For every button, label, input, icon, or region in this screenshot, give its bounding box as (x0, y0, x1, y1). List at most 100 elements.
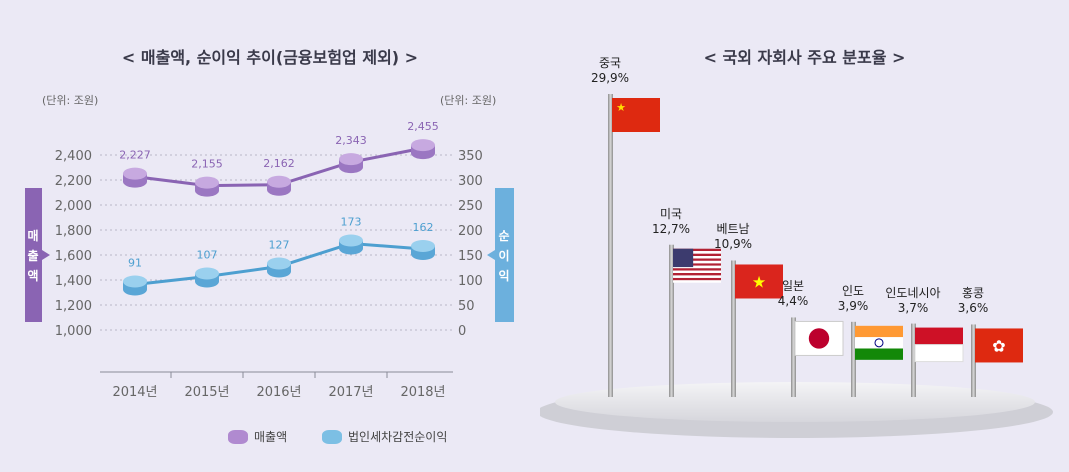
profit-coin-icon (322, 429, 342, 444)
series-0-data-label: 2,155 (191, 158, 223, 171)
country-share: 3,9% (837, 298, 869, 313)
flag-mark-0: ★ (608, 94, 660, 397)
left-tick-label: 2,000 (55, 199, 92, 214)
left-tick-label: 1,600 (55, 249, 92, 264)
series-0-data-label: 2,455 (407, 120, 439, 133)
country-share: 10,9% (713, 237, 753, 252)
left-chart-panel: < 매출액, 순이익 추이(금융보험업 제외) > (단위: 조원) (단위: … (25, 48, 514, 445)
left-chart-title: < 매출액, 순이익 추이(금융보험업 제외) > (121, 48, 419, 67)
svg-text:★: ★ (616, 101, 626, 114)
series-1-data-label: 127 (269, 239, 290, 252)
series-0-point (267, 175, 291, 196)
legend-profit: 법인세차감전순이익 (322, 428, 447, 445)
series-0-point (411, 139, 435, 160)
left-axis-char-1: 출 (27, 248, 38, 263)
flag-pole (731, 260, 736, 397)
right-tick-label: 200 (458, 224, 483, 239)
x-tick-label: 2017년 (328, 385, 373, 400)
flag-podium: ★ ★ ✿ (540, 94, 1053, 438)
series-0-data-label: 2,343 (335, 134, 367, 147)
flag-label-4: 인도 3,9% (823, 284, 883, 314)
flag-mark-1 (669, 244, 721, 397)
right-tick-label: 50 (458, 299, 475, 314)
series-1-point (267, 257, 291, 278)
revenue-coin-icon (228, 429, 248, 444)
svg-text:✿: ✿ (992, 336, 1005, 355)
right-tick-label: 100 (458, 274, 483, 289)
country-share: 29,9% (590, 71, 630, 85)
flag-mark-6: ✿ (971, 324, 1023, 397)
series-0-data-label: 2,227 (119, 149, 151, 162)
left-tick-label: 2,400 (55, 149, 92, 164)
left-tick-label: 2,200 (55, 174, 92, 189)
flag-mark-3 (791, 317, 844, 397)
flag-pole (971, 324, 976, 397)
line-chart: 매 출 액 순 이 익 2,400 2,200 2,000 1,800 1,600 1,4… (25, 120, 514, 400)
right-tick-label: 300 (458, 174, 483, 189)
series-1-data-label: 162 (413, 221, 434, 234)
x-tick-label: 2016년 (256, 385, 301, 400)
flag-label-0: 중국 29,9% (580, 56, 640, 86)
flag-pole (608, 94, 613, 397)
right-axis-char-0: 순 (498, 229, 509, 243)
flag-label-1: 미국 12,7% (641, 207, 701, 237)
flag-pole (669, 244, 674, 397)
hongkong-flag-icon: ✿ (975, 328, 1023, 363)
usa-flag-icon (673, 248, 721, 283)
series-0-point (195, 176, 219, 197)
series-1-point (195, 267, 219, 288)
legend-revenue: 매출액 (228, 428, 287, 445)
legend-revenue-label: 매출액 (254, 430, 288, 444)
left-tick-label: 1,000 (55, 324, 92, 339)
left-axis-char-2: 액 (27, 269, 38, 283)
right-chart-title: < 국외 자회사 주요 분포율 > (703, 48, 906, 67)
series-1-data-label: 107 (197, 249, 218, 262)
country-share: 3,7% (897, 300, 929, 315)
x-tick-label: 2014년 (112, 385, 157, 400)
left-unit-label: (단위: 조원) (42, 94, 99, 107)
vietnam-flag-icon: ★ (735, 264, 783, 299)
country-name: 인도네시아 (885, 285, 941, 300)
country-name: 홍콩 (961, 286, 985, 301)
right-tick-label: 150 (458, 249, 483, 264)
flag-mark-2: ★ (731, 260, 783, 397)
series-1-data-label: 91 (128, 257, 142, 270)
country-name: 베트남 (716, 222, 750, 237)
right-axis-char-2: 익 (498, 269, 509, 283)
country-share: 12,7% (651, 221, 691, 236)
flag-pole (911, 323, 916, 397)
svg-text:★: ★ (752, 272, 766, 291)
series-0-data-label: 2,162 (263, 157, 295, 170)
series-1-point (411, 240, 435, 260)
series-1-point (339, 234, 363, 255)
right-unit-label: (단위: 조원) (440, 94, 497, 107)
flag-label-6: 홍콩 3,6% (943, 286, 1003, 316)
flag-mark-4 (851, 321, 903, 397)
right-chart-panel: < 국외 자회사 주요 분포율 > ★ ★ ✿ 중국 29,9% 미국 12,7% 베트남 1… (540, 0, 1069, 472)
x-tick-label: 2018년 (400, 385, 445, 400)
flag-pole (851, 321, 856, 397)
series-0-point (339, 153, 363, 174)
country-name: 중국 (598, 56, 622, 70)
flag-mark-5 (911, 323, 964, 397)
right-tick-label: 0 (458, 324, 466, 339)
left-axis-tab: 매 출 액 (25, 188, 50, 322)
country-share: 3,6% (957, 301, 989, 316)
left-tick-label: 1,200 (55, 299, 92, 314)
series-1-data-label: 173 (341, 216, 362, 229)
country-name: 미국 (659, 206, 683, 221)
right-tick-label: 250 (458, 199, 483, 214)
flag-label-5: 인도네시아 3,7% (883, 286, 943, 316)
indonesia-flag-icon (914, 327, 964, 363)
flag-label-3: 일본 4,4% (763, 279, 823, 309)
flag-pole (791, 317, 796, 397)
country-share: 4,4% (777, 294, 809, 309)
left-tick-label: 1,800 (55, 224, 92, 239)
right-axis-tab: 순 이 익 (487, 188, 514, 322)
left-axis-char-0: 매 (27, 228, 38, 243)
left-tick-label: 1,400 (55, 274, 92, 289)
india-flag-icon (855, 325, 903, 360)
legend-profit-label: 법인세차감전순이익 (348, 430, 448, 444)
country-name: 인도 (841, 283, 865, 298)
japan-flag-icon (794, 320, 844, 356)
